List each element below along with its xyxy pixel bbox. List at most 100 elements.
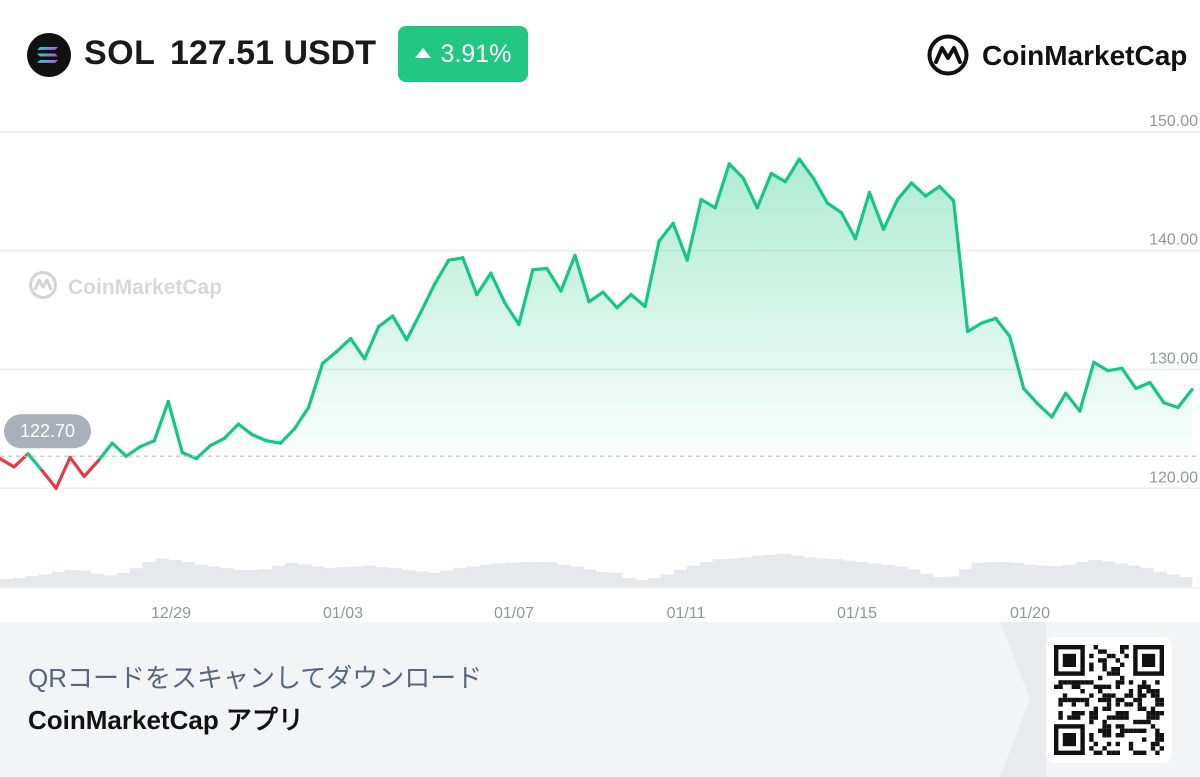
price-line-segment: [783, 157, 801, 184]
price-line-segment: [194, 443, 212, 461]
volume-bar: [712, 559, 727, 588]
price-point: [839, 211, 844, 215]
price-line-segment: [980, 316, 998, 325]
price-point: [348, 336, 353, 341]
volume-bar: [505, 562, 519, 588]
volume-bar: [168, 559, 182, 588]
qr-code[interactable]: [1046, 637, 1172, 763]
coin-price: 127.51 USDT: [170, 34, 376, 72]
chart-header: SOL 127.51 USDT 3.91% CoinMarketCap: [0, 0, 1200, 110]
volume-bar: [1036, 565, 1050, 588]
price-line-segment: [1134, 380, 1152, 391]
price-line-segment: [1162, 401, 1180, 410]
price-line-segment: [348, 336, 367, 361]
app-name-text: CoinMarketCap アプリ: [28, 705, 304, 735]
volume-bar: [686, 565, 701, 588]
price-line-segment: [208, 436, 226, 448]
price-line-segment: [1176, 388, 1194, 410]
volume-bar: [401, 570, 416, 588]
price-line-segment: [320, 350, 339, 366]
price-point: [475, 293, 479, 297]
volume-bar: [388, 568, 403, 588]
price-point: [363, 357, 367, 361]
volume-bar: [453, 568, 467, 588]
price-point: [769, 171, 773, 176]
price-line-segment: [1064, 391, 1082, 413]
volume-bar: [181, 562, 195, 588]
volume-bar: [855, 562, 869, 588]
price-line-segment: [671, 221, 689, 262]
price-point: [503, 301, 507, 305]
volume-bar: [38, 574, 53, 588]
price-line-segment: [447, 256, 465, 262]
price-line-segment: [811, 176, 829, 205]
price-point: [12, 465, 16, 469]
price-line-segment: [433, 258, 451, 286]
price-line-segment: [741, 176, 759, 210]
price-point: [1106, 369, 1110, 373]
price-line-segment: [405, 310, 423, 342]
price-point: [881, 227, 886, 231]
price-line-segment: [923, 184, 942, 198]
price-point: [152, 439, 156, 443]
price-point: [923, 194, 928, 198]
price-point: [1176, 405, 1180, 410]
price-line-segment: [419, 282, 437, 315]
volume-bar: [272, 565, 286, 588]
volume-bar: [1114, 563, 1128, 588]
price-point: [68, 455, 72, 459]
volume-bar: [777, 553, 791, 588]
volume-bar: [155, 558, 169, 588]
price-line-segment: [643, 239, 661, 309]
price-point: [54, 486, 58, 490]
volume-bar: [583, 569, 597, 588]
price-point: [110, 441, 114, 445]
price-point: [1148, 380, 1152, 385]
price-line-segment: [713, 162, 731, 210]
price-line-segment: [264, 439, 283, 445]
price-line-segment: [68, 455, 86, 479]
price-line-segment: [937, 184, 956, 203]
price-point: [1050, 415, 1054, 419]
volume-bar: [894, 566, 908, 588]
price-line-segment: [152, 399, 170, 443]
price-point: [433, 282, 437, 286]
download-banner[interactable]: [0, 622, 1200, 777]
volume-bar: [596, 571, 610, 588]
price-point: [82, 474, 86, 479]
price-line-segment: [1050, 391, 1068, 419]
volume-bar: [440, 570, 454, 588]
volume-bar: [881, 564, 895, 588]
volume-bar: [829, 559, 843, 588]
price-point: [657, 239, 661, 243]
price-line-segment: [755, 171, 773, 210]
volume-bar: [1088, 559, 1102, 588]
price-line-segment: [559, 253, 577, 293]
price-point: [797, 157, 801, 161]
price-point: [867, 190, 872, 195]
price-line-segment: [601, 290, 619, 310]
price-point: [292, 427, 297, 431]
volume-bar: [945, 576, 960, 588]
price-point: [264, 439, 269, 443]
price-point: [278, 441, 283, 445]
volume-bar: [349, 566, 364, 588]
price-line-segment: [629, 293, 647, 309]
price-point: [1022, 386, 1026, 391]
price-line-segment: [166, 399, 184, 455]
volume-bar: [621, 577, 636, 588]
price-line-segment: [1022, 386, 1040, 406]
price-point: [713, 206, 717, 210]
price-line-segment: [1036, 402, 1054, 419]
volume-bar: [790, 555, 804, 588]
reference-badge: [4, 414, 91, 449]
x-tick-label: 01/03: [323, 605, 363, 622]
price-point: [811, 176, 815, 180]
volume-bar: [323, 568, 338, 588]
price-point: [377, 325, 381, 329]
price-point: [419, 310, 423, 315]
price-point: [573, 253, 577, 257]
price-line-segment: [124, 445, 142, 458]
price-line-segment: [657, 221, 675, 243]
volume-bar: [246, 570, 260, 588]
